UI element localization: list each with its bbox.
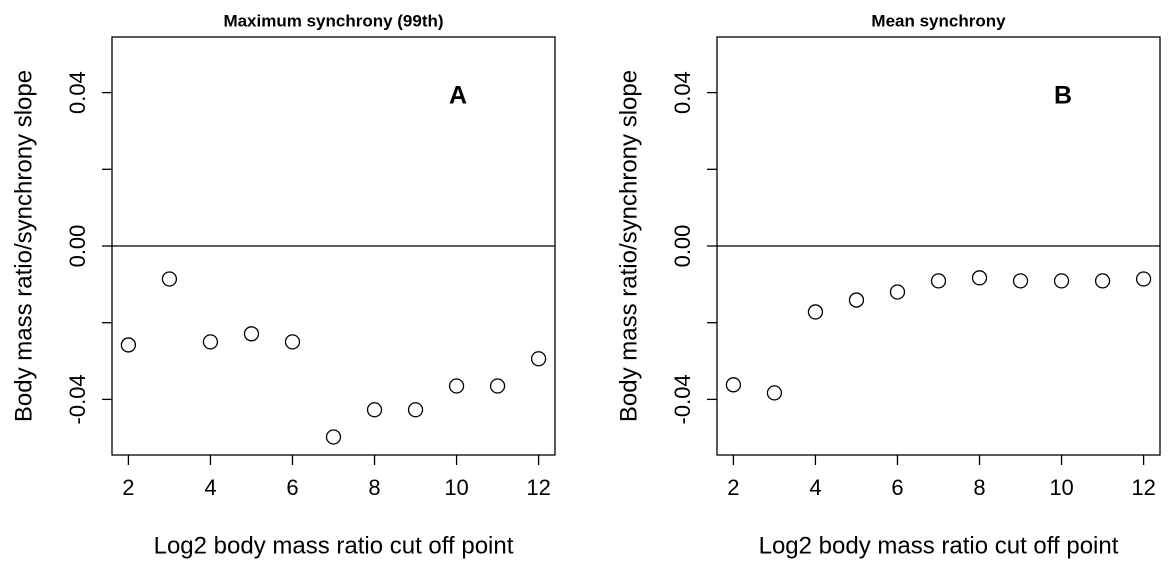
chart-title: Maximum synchrony (99th) (223, 11, 443, 30)
point (448, 378, 465, 394)
x-tick-label: 6 (891, 475, 903, 500)
x-tick-label: 12 (526, 475, 550, 500)
x-tick-label: 2 (727, 475, 739, 500)
point (530, 351, 547, 367)
y-tick-label: -0.04 (65, 374, 90, 424)
x-tick-label: 2 (122, 475, 134, 500)
y-tick-label: 0.04 (670, 71, 695, 114)
point (930, 273, 947, 289)
y-tick-label: 0.00 (65, 225, 90, 268)
panel-label: A (449, 82, 467, 110)
x-tick-label: 10 (1049, 475, 1073, 500)
y-axis-label: Body mass ratio/synchrony slope (10, 70, 37, 422)
point (766, 385, 783, 401)
point (161, 271, 178, 287)
x-tick-label: 8 (368, 475, 380, 500)
x-tick-label: 4 (809, 475, 821, 500)
y-tick-label: 0.00 (670, 225, 695, 268)
point (407, 402, 424, 418)
y-tick-label: -0.04 (670, 374, 695, 424)
y-tick-label: 0.04 (65, 71, 90, 114)
point (971, 270, 988, 286)
point (284, 334, 301, 350)
point (725, 377, 742, 393)
y-axis-label: Body mass ratio/synchrony slope (615, 70, 642, 422)
panel-label: B (1054, 82, 1072, 110)
x-tick-label: 10 (444, 475, 468, 500)
x-tick-label: 12 (1131, 475, 1155, 500)
x-tick-label: 6 (286, 475, 298, 500)
point (120, 337, 137, 353)
x-tick-label: 8 (973, 475, 985, 500)
point (1135, 271, 1152, 287)
chart-title: Mean synchrony (871, 11, 1006, 30)
point (1094, 273, 1111, 289)
point (202, 334, 219, 350)
point (366, 402, 383, 418)
x-axis-label: Log2 body mass ratio cut off point (759, 532, 1119, 559)
point (889, 284, 906, 300)
point (848, 292, 865, 308)
x-axis-label: Log2 body mass ratio cut off point (154, 532, 514, 559)
point (489, 378, 506, 394)
point (243, 326, 260, 342)
point (1053, 273, 1070, 289)
point (807, 304, 824, 320)
x-tick-label: 4 (204, 475, 216, 500)
point (1012, 273, 1029, 289)
point (325, 429, 342, 445)
